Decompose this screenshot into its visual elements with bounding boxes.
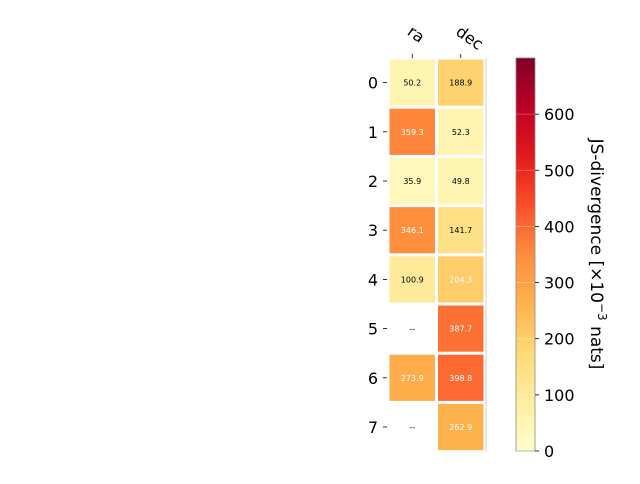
row-tick-label: 0 (368, 74, 378, 93)
cell-value-label: 188.9 (449, 79, 472, 88)
heatmap-cell (438, 207, 484, 254)
colorbar-tick-label: 100 (544, 386, 575, 405)
cell-value-label: 100.9 (401, 275, 424, 284)
row-tick-label: 6 (368, 369, 378, 388)
heatmap-cell (389, 256, 435, 303)
colorbar-tick-label: 400 (544, 217, 575, 236)
missing-cell-label: -- (409, 423, 415, 432)
row-axis: 0 1 2 3 4 5 6 7 (368, 74, 387, 437)
heatmap-cell (438, 403, 484, 451)
heatmap-cell (438, 108, 484, 155)
heatmap-grid: 50.2 188.9 359.3 52.3 35.9 49.8 346.1 141.7 100.… (389, 58, 487, 452)
colorbar-tick-label: 0 (544, 442, 554, 461)
cell-value-label: 49.8 (452, 177, 470, 186)
heatmap-cell (389, 157, 435, 205)
heatmap-cell (438, 354, 484, 401)
heatmap-cell (389, 108, 435, 155)
column-tick-label: ra (404, 22, 428, 47)
row-tick-label: 2 (368, 172, 378, 191)
column-tick-label: dec (452, 22, 486, 54)
cell-value-label: 262.9 (449, 423, 472, 432)
colorbar-tick-label: 200 (544, 330, 575, 349)
colorbar-gradient (515, 57, 536, 452)
colorbar-tick-label: 600 (544, 105, 575, 124)
colorbar: 0 100 200 300 400 500 600 JS-divergence [×10−3… (515, 57, 609, 461)
cell-value-label: 35.9 (403, 177, 421, 186)
cell-value-label: 273.9 (401, 374, 424, 383)
heatmap-cell (389, 59, 435, 106)
row-tick-label: 5 (368, 320, 378, 339)
heatmap-cell (438, 305, 484, 352)
heatmap-cell (438, 59, 484, 106)
cell-value-label: 346.1 (401, 226, 424, 235)
heatmap-cell (389, 354, 435, 401)
colorbar-label: JS-divergence [×10−3 nats] (586, 138, 609, 370)
heatmap-cell (438, 256, 484, 303)
cell-value-label: 359.3 (401, 128, 424, 137)
cell-value-label: 398.8 (449, 374, 472, 383)
column-axis: ra dec (404, 22, 487, 58)
missing-cell-label: -- (409, 325, 415, 334)
row-tick-label: 4 (368, 270, 378, 289)
cell-value-label: 50.2 (403, 79, 421, 88)
cell-value-label: 52.3 (452, 128, 470, 137)
row-tick-label: 3 (368, 221, 378, 240)
cell-value-label: 387.7 (449, 325, 472, 334)
colorbar-tick-label: 300 (544, 274, 575, 293)
row-tick-label: 1 (368, 123, 378, 142)
heatmap-cell (389, 207, 435, 254)
colorbar-ticks: 0 100 200 300 400 500 600 (516, 105, 575, 461)
cell-value-label: 204.3 (449, 275, 472, 284)
colorbar-tick-label: 500 (544, 161, 575, 180)
heatmap-cell (438, 157, 484, 205)
row-tick-label: 7 (368, 418, 378, 437)
cell-value-label: 141.7 (449, 226, 472, 235)
